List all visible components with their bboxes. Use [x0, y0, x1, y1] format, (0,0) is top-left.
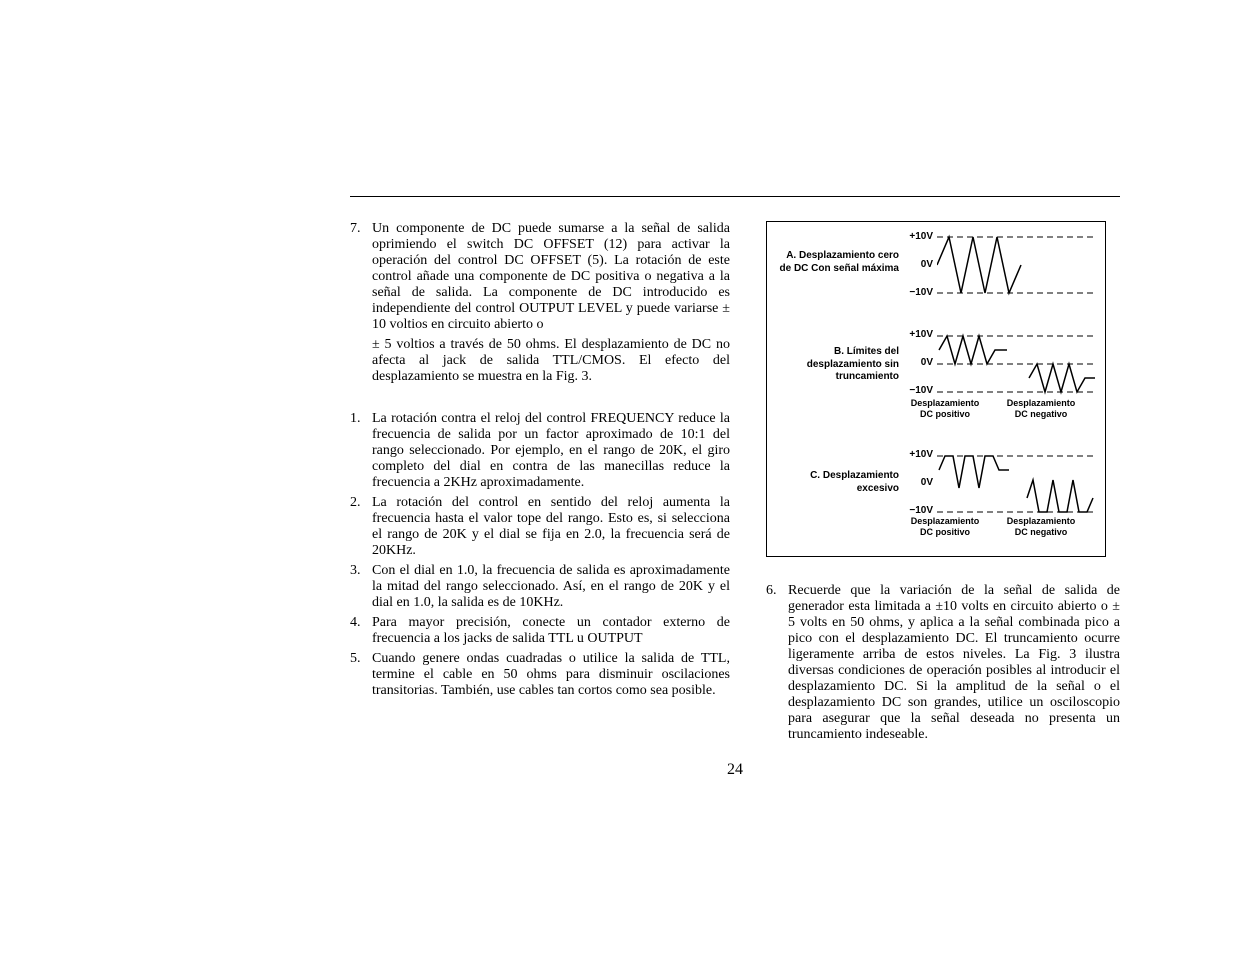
item-text: La rotación del control en sentido del r…	[372, 495, 730, 559]
list-item: 5. Cuando genere ondas cuadradas o utili…	[350, 651, 730, 699]
columns: 7. Un componente de DC puede sumarse a l…	[350, 221, 1120, 747]
item-number: 3.	[350, 563, 372, 611]
item-number: 7.	[350, 221, 372, 333]
panel-b-title: B. Límites del desplazamiento sin trunca…	[779, 346, 899, 384]
list-item: 1. La rotación contra el reloj del contr…	[350, 411, 730, 491]
item-text: Recuerde que la variación de la señal de…	[788, 583, 1120, 743]
panel-b-sublabel-right: Desplazamiento DC negativo	[1001, 398, 1081, 420]
item-text: Para mayor precisión, conecte un contado…	[372, 615, 730, 647]
right-column: A. Desplazamiento cero de DC Con señal m…	[766, 221, 1120, 747]
figure-panel-c: C. Desplazamiento excesivo +10V 0V −10V	[775, 448, 1097, 552]
item-text: La rotación contra el reloj del control …	[372, 411, 730, 491]
figure-panel-b: B. Límites del desplazamiento sin trunca…	[775, 328, 1097, 438]
panel-a-wave	[937, 226, 1095, 312]
voltage-label: 0V	[903, 260, 933, 270]
item-number: 6.	[766, 583, 788, 743]
voltage-label: −10V	[903, 386, 933, 396]
item-number: 2.	[350, 495, 372, 559]
item-text: Cuando genere ondas cuadradas o utilice …	[372, 651, 730, 699]
item-number: 1.	[350, 411, 372, 491]
voltage-label: +10V	[903, 450, 933, 460]
item-number	[350, 337, 372, 385]
panel-b-sublabel-left: Desplazamiento DC positivo	[905, 398, 985, 420]
item-text: ± 5 voltios a través de 50 ohms. El desp…	[372, 337, 730, 385]
figure-3: A. Desplazamiento cero de DC Con señal m…	[766, 221, 1106, 557]
panel-c-sublabel-left: Desplazamiento DC positivo	[905, 516, 985, 538]
list-item: 4. Para mayor precisión, conecte un cont…	[350, 615, 730, 647]
voltage-label: +10V	[903, 232, 933, 242]
list-item: 2. La rotación del control en sentido de…	[350, 495, 730, 559]
item-number: 4.	[350, 615, 372, 647]
panel-b-wave	[937, 328, 1095, 438]
item-text: Un componente de DC puede sumarse a la s…	[372, 221, 730, 333]
page: 7. Un componente de DC puede sumarse a l…	[350, 196, 1120, 779]
voltage-label: −10V	[903, 288, 933, 298]
voltage-label: +10V	[903, 330, 933, 340]
panel-c-sublabel-right: Desplazamiento DC negativo	[1001, 516, 1081, 538]
panel-c-title: C. Desplazamiento excesivo	[779, 470, 899, 495]
page-number: 24	[350, 761, 1120, 779]
list-item: 6. Recuerde que la variación de la señal…	[766, 583, 1120, 743]
left-column: 7. Un componente de DC puede sumarse a l…	[350, 221, 730, 747]
item-text: Con el dial en 1.0, la frecuencia de sal…	[372, 563, 730, 611]
voltage-label: 0V	[903, 478, 933, 488]
panel-a-title: A. Desplazamiento cero de DC Con señal m…	[779, 250, 899, 275]
list-item: 3. Con el dial en 1.0, la frecuencia de …	[350, 563, 730, 611]
top-rule	[350, 196, 1120, 197]
spacer	[350, 389, 730, 411]
item-number: 5.	[350, 651, 372, 699]
figure-panel-a: A. Desplazamiento cero de DC Con señal m…	[775, 226, 1097, 312]
list-item: 7. Un componente de DC puede sumarse a l…	[350, 221, 730, 333]
voltage-label: −10V	[903, 506, 933, 516]
list-item: ± 5 voltios a través de 50 ohms. El desp…	[350, 337, 730, 385]
voltage-label: 0V	[903, 358, 933, 368]
